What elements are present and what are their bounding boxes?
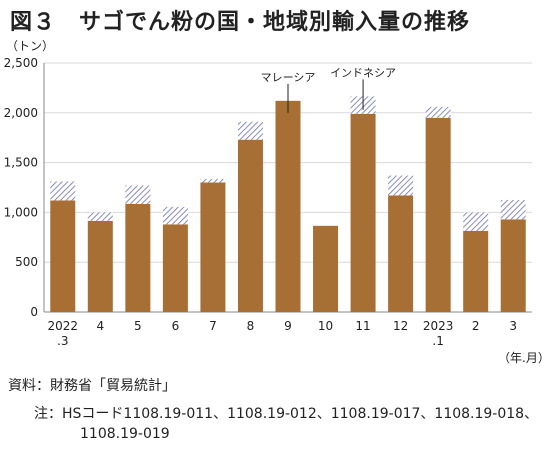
x-tick-label: 11 [355,319,370,333]
bar-indonesia [50,181,76,201]
bar-malaysia [87,220,113,312]
bar-indonesia [87,212,113,221]
hs-code-note: 注：HSコード1108.19-011、1108.19-012、1108.19-0… [34,403,538,423]
hs-code-note-continued: 1108.19-019 [80,426,170,442]
annotation-label: インドネシア [330,66,396,79]
bar-indonesia [162,206,188,225]
bar-malaysia [162,224,188,312]
x-tick-label: 6 [172,319,180,333]
source-note: 資料：財務省「貿易統計」 [8,378,176,394]
bar-malaysia [313,225,339,312]
x-tick-label: 9 [284,319,292,333]
bar-indonesia [237,121,263,140]
y-tick-label: 0 [30,305,38,319]
x-unit-label: （年.月） [498,351,548,365]
bar-malaysia [50,200,76,312]
y-tick-label: 500 [15,255,38,269]
bar-indonesia [125,185,151,204]
x-tick-label: 3 [509,319,517,333]
x-tick-label: .3 [57,334,68,348]
bar-indonesia [425,106,451,118]
tick-labels: 0 500 1,000 1,500 2,000 2,500 2022.3 4 5 6 7 8 9 10 11… [4,56,517,348]
bar-malaysia [388,195,414,312]
x-tick-label: 10 [318,319,333,333]
note-label: 注： [34,406,62,422]
bar-malaysia [237,139,263,312]
stacked-bar-chart: （トン） 0 500 1,000 1,500 2,000 2,500 2022.3 4 5 6 7 8… [4,39,548,365]
bar-malaysia [463,230,489,312]
bar-malaysia [500,219,526,312]
note-line-1: HSコード1108.19-011、1108.19-012、1108.19-017… [62,406,539,422]
chart-title: 図３ サゴでん粉の国・地域別輸入量の推移 [10,10,471,35]
bar-indonesia [388,175,414,196]
x-tick-label: 2023 [423,319,454,333]
x-tick-label: 4 [96,319,104,333]
x-tick-label: 7 [209,319,217,333]
x-tick-label: 12 [393,319,408,333]
x-tick-label: 2022 [47,319,78,333]
bar-malaysia [125,203,151,312]
bar-indonesia [463,212,489,231]
annotation-label: マレーシア [261,71,316,84]
bar-malaysia [425,117,451,312]
x-tick-label: .1 [432,334,443,348]
x-tick-label: 8 [247,319,255,333]
bar-malaysia [200,182,226,312]
bars [50,96,526,313]
y-tick-label: 1,500 [4,156,38,170]
x-tick-label: 2 [472,319,480,333]
bar-malaysia [350,113,376,313]
bar-malaysia [275,100,301,313]
bar-indonesia [500,199,526,220]
annotations: マレーシア インドネシア [261,66,396,113]
y-tick-label: 2,000 [4,106,38,120]
bar-indonesia [200,179,226,183]
y-tick-label: 1,000 [4,205,38,219]
y-tick-label: 2,500 [4,56,38,70]
x-tick-label: 5 [134,319,142,333]
y-unit-label: （トン） [6,39,54,53]
